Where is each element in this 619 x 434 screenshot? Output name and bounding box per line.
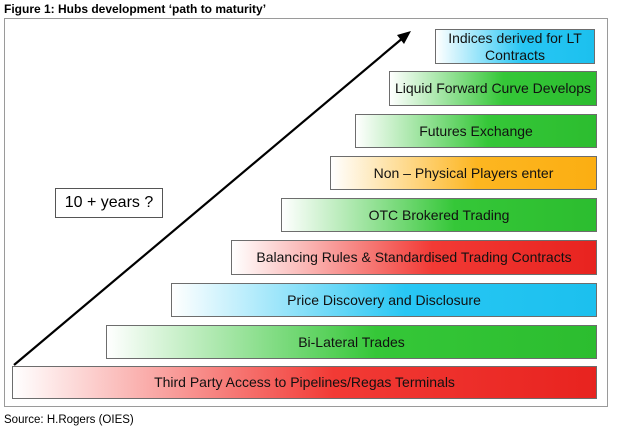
stage-bar-otc-brokered-trading: OTC Brokered Trading <box>281 198 597 232</box>
stage-bar-price-discovery: Price Discovery and Disclosure <box>171 283 597 317</box>
stage-bar-liquid-forward-curve: Liquid Forward Curve Develops <box>389 71 597 106</box>
figure-title: Figure 1: Hubs development ‘path to matu… <box>4 2 267 16</box>
time-estimate-label: 10 + years ? <box>55 188 163 218</box>
stage-bar-balancing-rules: Balancing Rules & Standardised Trading C… <box>231 240 597 275</box>
stage-bar-futures-exchange: Futures Exchange <box>355 114 597 148</box>
stage-bar-non-physical-players: Non – Physical Players enter <box>330 156 597 190</box>
diagram-frame <box>4 18 608 407</box>
stage-bar-lt-contract-indices: Indices derived for LT Contracts <box>435 29 595 64</box>
stage-bar-third-party-access: Third Party Access to Pipelines/Regas Te… <box>12 366 597 399</box>
stage-bar-bilateral-trades: Bi-Lateral Trades <box>106 325 597 359</box>
figure-source: Source: H.Rogers (OIES) <box>4 414 134 426</box>
